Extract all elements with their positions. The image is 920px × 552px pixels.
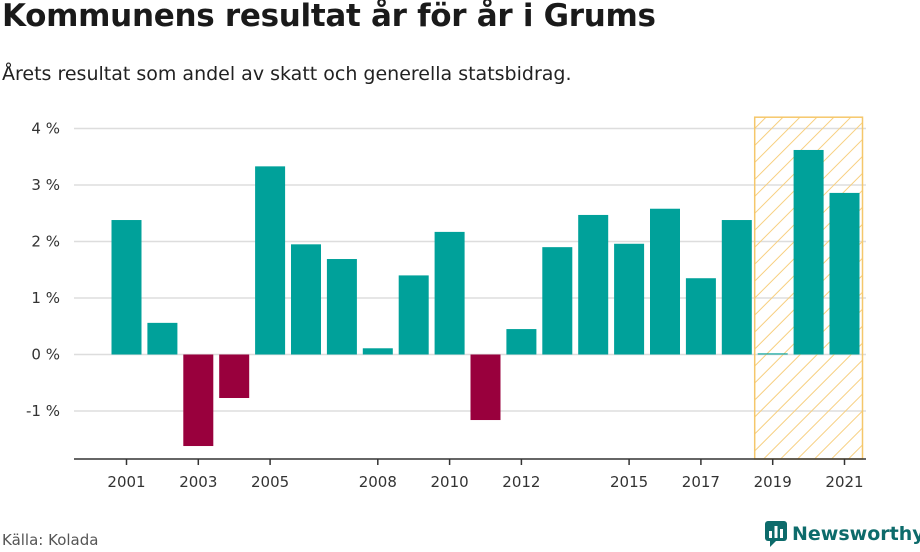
- bar-2012: [506, 329, 537, 355]
- bar-2009: [398, 275, 429, 355]
- x-tick-label: 2008: [359, 473, 397, 491]
- brand-name: Newsworthy: [792, 523, 920, 545]
- x-tick-label: 2017: [682, 473, 720, 491]
- bar-2011: [470, 354, 501, 421]
- y-tick-label: -1 %: [26, 402, 60, 420]
- x-tick-label: 2021: [825, 473, 863, 491]
- brand-logo: Newsworthy: [764, 520, 920, 548]
- bar-2020: [793, 149, 824, 355]
- bar-2021: [829, 192, 860, 355]
- y-tick-label: 1 %: [31, 289, 60, 307]
- bar-2005: [255, 166, 286, 355]
- chart-title: Kommunens resultat år för år i Grums: [2, 0, 656, 34]
- bar-2003: [183, 354, 214, 447]
- bar-2016: [650, 208, 680, 355]
- bar-2015: [614, 243, 645, 355]
- bar-2019: [757, 353, 788, 355]
- x-tick-label: 2001: [107, 473, 145, 491]
- source-label: Källa: Kolada: [2, 531, 99, 549]
- bar-2013: [542, 247, 573, 355]
- y-tick-label: 0 %: [31, 346, 60, 364]
- bar-2017: [685, 278, 716, 355]
- bar-2018: [721, 220, 752, 355]
- bar-2006: [291, 244, 321, 355]
- y-tick-label: 2 %: [31, 233, 60, 251]
- bar-2001: [111, 220, 142, 355]
- y-tick-label: 4 %: [31, 120, 60, 138]
- bar-2007: [326, 259, 357, 355]
- newsworthy-logo-icon: [765, 521, 787, 547]
- x-tick-label: 2015: [610, 473, 648, 491]
- x-tick-label: 2003: [179, 473, 217, 491]
- x-tick-label: 2005: [251, 473, 289, 491]
- bar-2010: [434, 231, 465, 355]
- chart-subtitle: Årets resultat som andel av skatt och ge…: [2, 63, 572, 85]
- bar-2002: [147, 322, 178, 355]
- y-tick-label: 3 %: [31, 176, 60, 194]
- x-tick-label: 2019: [754, 473, 792, 491]
- bar-2008: [362, 348, 393, 355]
- bar-2014: [578, 214, 609, 355]
- bar-2004: [219, 354, 250, 399]
- x-tick-label: 2010: [431, 473, 469, 491]
- x-tick-label: 2012: [502, 473, 540, 491]
